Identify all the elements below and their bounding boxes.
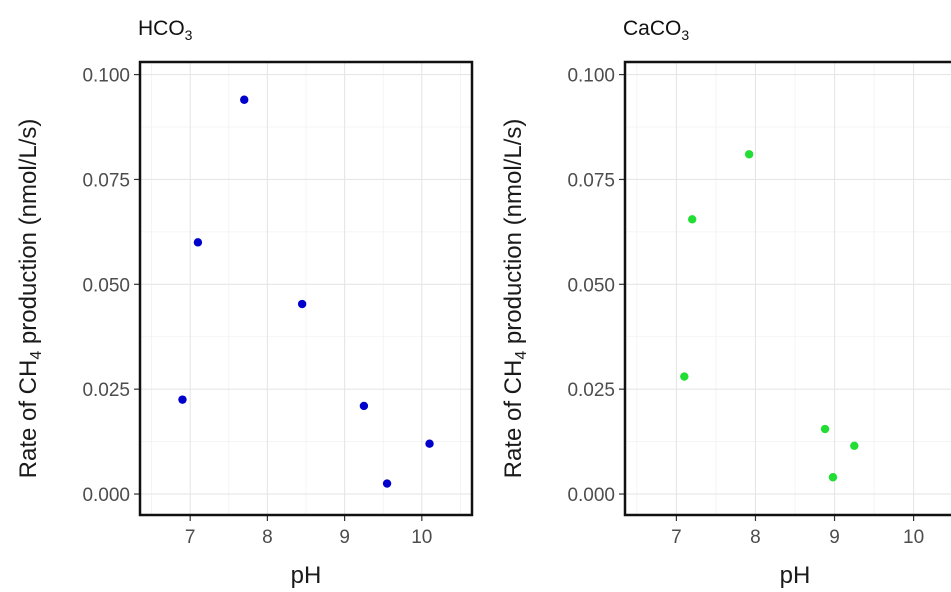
x-axis-ticks: 7 8 9 10	[671, 515, 924, 548]
x-tick-label: 10	[411, 527, 432, 548]
panel-title-main: CaCO	[623, 17, 681, 40]
y-tick-label: 0.050	[567, 275, 615, 296]
grid	[625, 62, 951, 515]
data-point	[359, 401, 369, 411]
y-tick-label: 0.025	[567, 380, 615, 401]
data-point	[850, 441, 859, 450]
data-point	[744, 150, 754, 159]
x-tick-label: 7	[185, 527, 196, 548]
y-tick-label: 0.100	[567, 66, 615, 87]
data-point	[297, 299, 307, 309]
panel-frame	[623, 60, 951, 517]
x-axis-title: pH	[291, 562, 322, 589]
panel-background	[625, 62, 951, 515]
data-point	[178, 395, 187, 404]
data-point	[425, 439, 434, 448]
panel-title-subscript: 3	[681, 27, 689, 43]
x-tick-label: 8	[750, 527, 761, 548]
x-axis-title: pH	[780, 562, 811, 589]
x-tick-label: 7	[671, 527, 682, 548]
y-axis-title-pre: Rate of CH	[15, 360, 42, 479]
y-tick-label: 0.075	[567, 170, 615, 191]
y-axis-ticks: 0.000 0.025 0.050 0.075 0.100	[82, 66, 140, 506]
y-tick-label: 0.050	[82, 275, 130, 296]
data-point	[240, 95, 249, 104]
panel-title: CaCO3	[623, 17, 689, 43]
x-tick-label: 10	[903, 527, 924, 548]
y-tick-label: 0.000	[82, 485, 130, 506]
data-points	[680, 150, 859, 482]
panel-caco3: CaCO3 0.000 0.025 0.050 0.075 0.100 7 8 9 10 pH…	[500, 17, 951, 589]
x-tick-label: 9	[339, 527, 350, 548]
grid	[140, 62, 472, 515]
y-tick-label: 0.075	[82, 170, 130, 191]
data-point	[688, 215, 697, 224]
y-axis-title-post: production (nmol/L/s)	[15, 119, 42, 351]
y-axis-title-post: production (nmol/L/s)	[500, 119, 527, 351]
x-tick-label: 9	[829, 527, 840, 548]
x-tick-label: 8	[262, 527, 273, 548]
y-tick-label: 0.025	[82, 380, 130, 401]
y-axis-title: Rate of CH4 production (nmol/L/s)	[500, 119, 530, 479]
y-axis-title-subscript: 4	[28, 351, 45, 360]
x-axis-ticks: 7 8 9 10	[185, 515, 432, 548]
y-tick-label: 0.100	[82, 66, 130, 87]
panel-title-main: HCO	[138, 17, 185, 40]
data-point	[828, 473, 838, 482]
panel-title-subscript: 3	[185, 27, 193, 43]
y-tick-label: 0.000	[567, 485, 615, 506]
y-axis-title-subscript: 4	[513, 351, 530, 360]
panel-title: HCO3	[138, 17, 193, 43]
y-axis-title-pre: Rate of CH	[500, 360, 527, 479]
data-point	[382, 479, 392, 488]
data-point	[193, 238, 203, 247]
data-points	[178, 95, 434, 488]
panel-frame	[138, 60, 474, 517]
data-point	[680, 372, 689, 381]
y-axis-title: Rate of CH4 production (nmol/L/s)	[15, 119, 45, 479]
data-point	[820, 424, 830, 434]
y-axis-ticks: 0.000 0.025 0.050 0.075 0.100	[567, 66, 625, 506]
